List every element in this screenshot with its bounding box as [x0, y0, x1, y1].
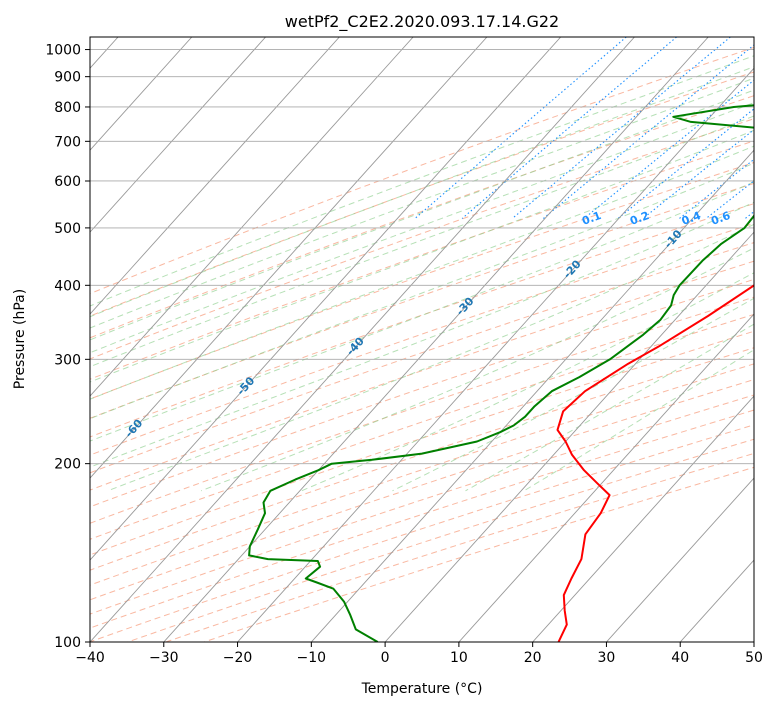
- mixing-ratio-label: 0.6: [709, 209, 732, 228]
- dry-adiabat: [90, 260, 754, 491]
- mixing-ratio-line: [679, 158, 754, 219]
- dry-adiabat: [90, 278, 754, 508]
- y-tick-label: 700: [54, 134, 81, 150]
- isotherm-line: [310, 149, 754, 642]
- x-tick-label: 20: [524, 650, 542, 666]
- mixing-ratio-line: [511, 37, 731, 219]
- dry-adiabat: [90, 46, 754, 295]
- moist-adiabat: [107, 223, 754, 492]
- moist-adiabat: [90, 115, 754, 368]
- isotherm-line: [90, 37, 488, 479]
- isotherm-line: [90, 37, 340, 315]
- y-tick-label: 100: [54, 635, 81, 651]
- x-tick-label: 50: [745, 650, 763, 666]
- isotherm-line: [458, 313, 754, 642]
- moist-adiabat: [90, 102, 754, 354]
- x-tick-label: −40: [75, 650, 105, 666]
- y-tick-label: 400: [54, 278, 81, 294]
- moist-adiabat: [90, 145, 754, 400]
- y-tick-label: 600: [54, 174, 81, 190]
- moist-adiabat: [90, 162, 754, 420]
- isotherm-line: [90, 37, 414, 397]
- dry-adiabat: [90, 182, 754, 419]
- moist-adiabat: [90, 181, 754, 442]
- isotherm-line: [532, 395, 754, 642]
- mixing-ratio-line: [617, 108, 754, 219]
- isotherm-line: [384, 231, 754, 642]
- moist-adiabat: [90, 129, 754, 383]
- mixing-ratio-line: [461, 37, 677, 219]
- isotherm-line: [237, 67, 754, 642]
- x-tick-label: −10: [297, 650, 327, 666]
- y-tick-label: 300: [54, 352, 81, 368]
- mixing-ratio-label: 0.4: [680, 209, 703, 228]
- dry-adiabat: [90, 140, 754, 380]
- dry-adiabat: [90, 203, 754, 438]
- y-axis: 100 200 300 400 500 600 700 800 900 1000: [45, 43, 90, 651]
- x-tick-label: 10: [450, 650, 468, 666]
- dry-adiabat: [90, 296, 754, 524]
- grid: [90, 37, 754, 642]
- dewpoint-profile: [248, 104, 754, 642]
- x-tick-label: −20: [223, 650, 253, 666]
- dry-adiabat: [90, 379, 754, 601]
- dry-adiabat: [90, 161, 754, 400]
- dry-adiabat: [90, 363, 754, 586]
- dry-adiabat: [90, 71, 754, 317]
- dry-adiabat: [90, 313, 754, 540]
- moist-adiabat: [200, 247, 754, 492]
- x-tick-label: −30: [149, 650, 179, 666]
- x-tick-label: 40: [671, 650, 689, 666]
- dry-adiabat: [90, 118, 754, 360]
- background-lines: [90, 37, 754, 642]
- dry-adiabat: [90, 95, 754, 339]
- dry-adiabat: [90, 424, 754, 642]
- chart-title: wetPf2_C2E2.2020.093.17.14.G22: [285, 12, 559, 32]
- isotherm-line: [90, 37, 193, 151]
- y-tick-label: 1000: [45, 43, 81, 59]
- mixing-ratio-line: [414, 37, 627, 219]
- x-tick-label: 0: [381, 650, 390, 666]
- moist-adiabat: [90, 89, 754, 341]
- dry-adiabat: [90, 242, 754, 474]
- mixing-ratio-label: 0.1: [580, 209, 603, 228]
- dry-adiabat: [90, 409, 754, 629]
- y-tick-label: 900: [54, 70, 81, 86]
- mixing-ratio-label: 0.2: [628, 209, 651, 228]
- moist-adiabat: [90, 55, 754, 307]
- x-tick-label: 30: [598, 650, 616, 666]
- y-axis-label: Pressure (hPa): [12, 289, 28, 389]
- dry-adiabat: [165, 452, 754, 642]
- isotherm-line: [90, 37, 562, 561]
- temperature-profile: [556, 284, 754, 642]
- y-tick-label: 800: [54, 100, 81, 116]
- isotherm-line: [606, 477, 754, 642]
- y-tick-label: 200: [54, 457, 81, 473]
- y-tick-label: 500: [54, 221, 81, 237]
- moist-adiabat: [392, 297, 754, 492]
- isotherm-line: [90, 37, 635, 642]
- isotherm-line: [90, 37, 266, 233]
- x-axis: −40 −30 −20 −10 0 10 20 30 40 50: [75, 642, 763, 666]
- mixing-ratio-line: [583, 79, 754, 219]
- plot-frame: [89, 36, 755, 643]
- x-axis-label: Temperature (°C): [361, 681, 483, 697]
- dry-adiabat: [127, 438, 754, 642]
- dry-adiabat: [90, 394, 754, 615]
- dry-adiabat: [90, 222, 754, 456]
- isotherm-line: [163, 37, 709, 642]
- profiles: [248, 104, 754, 642]
